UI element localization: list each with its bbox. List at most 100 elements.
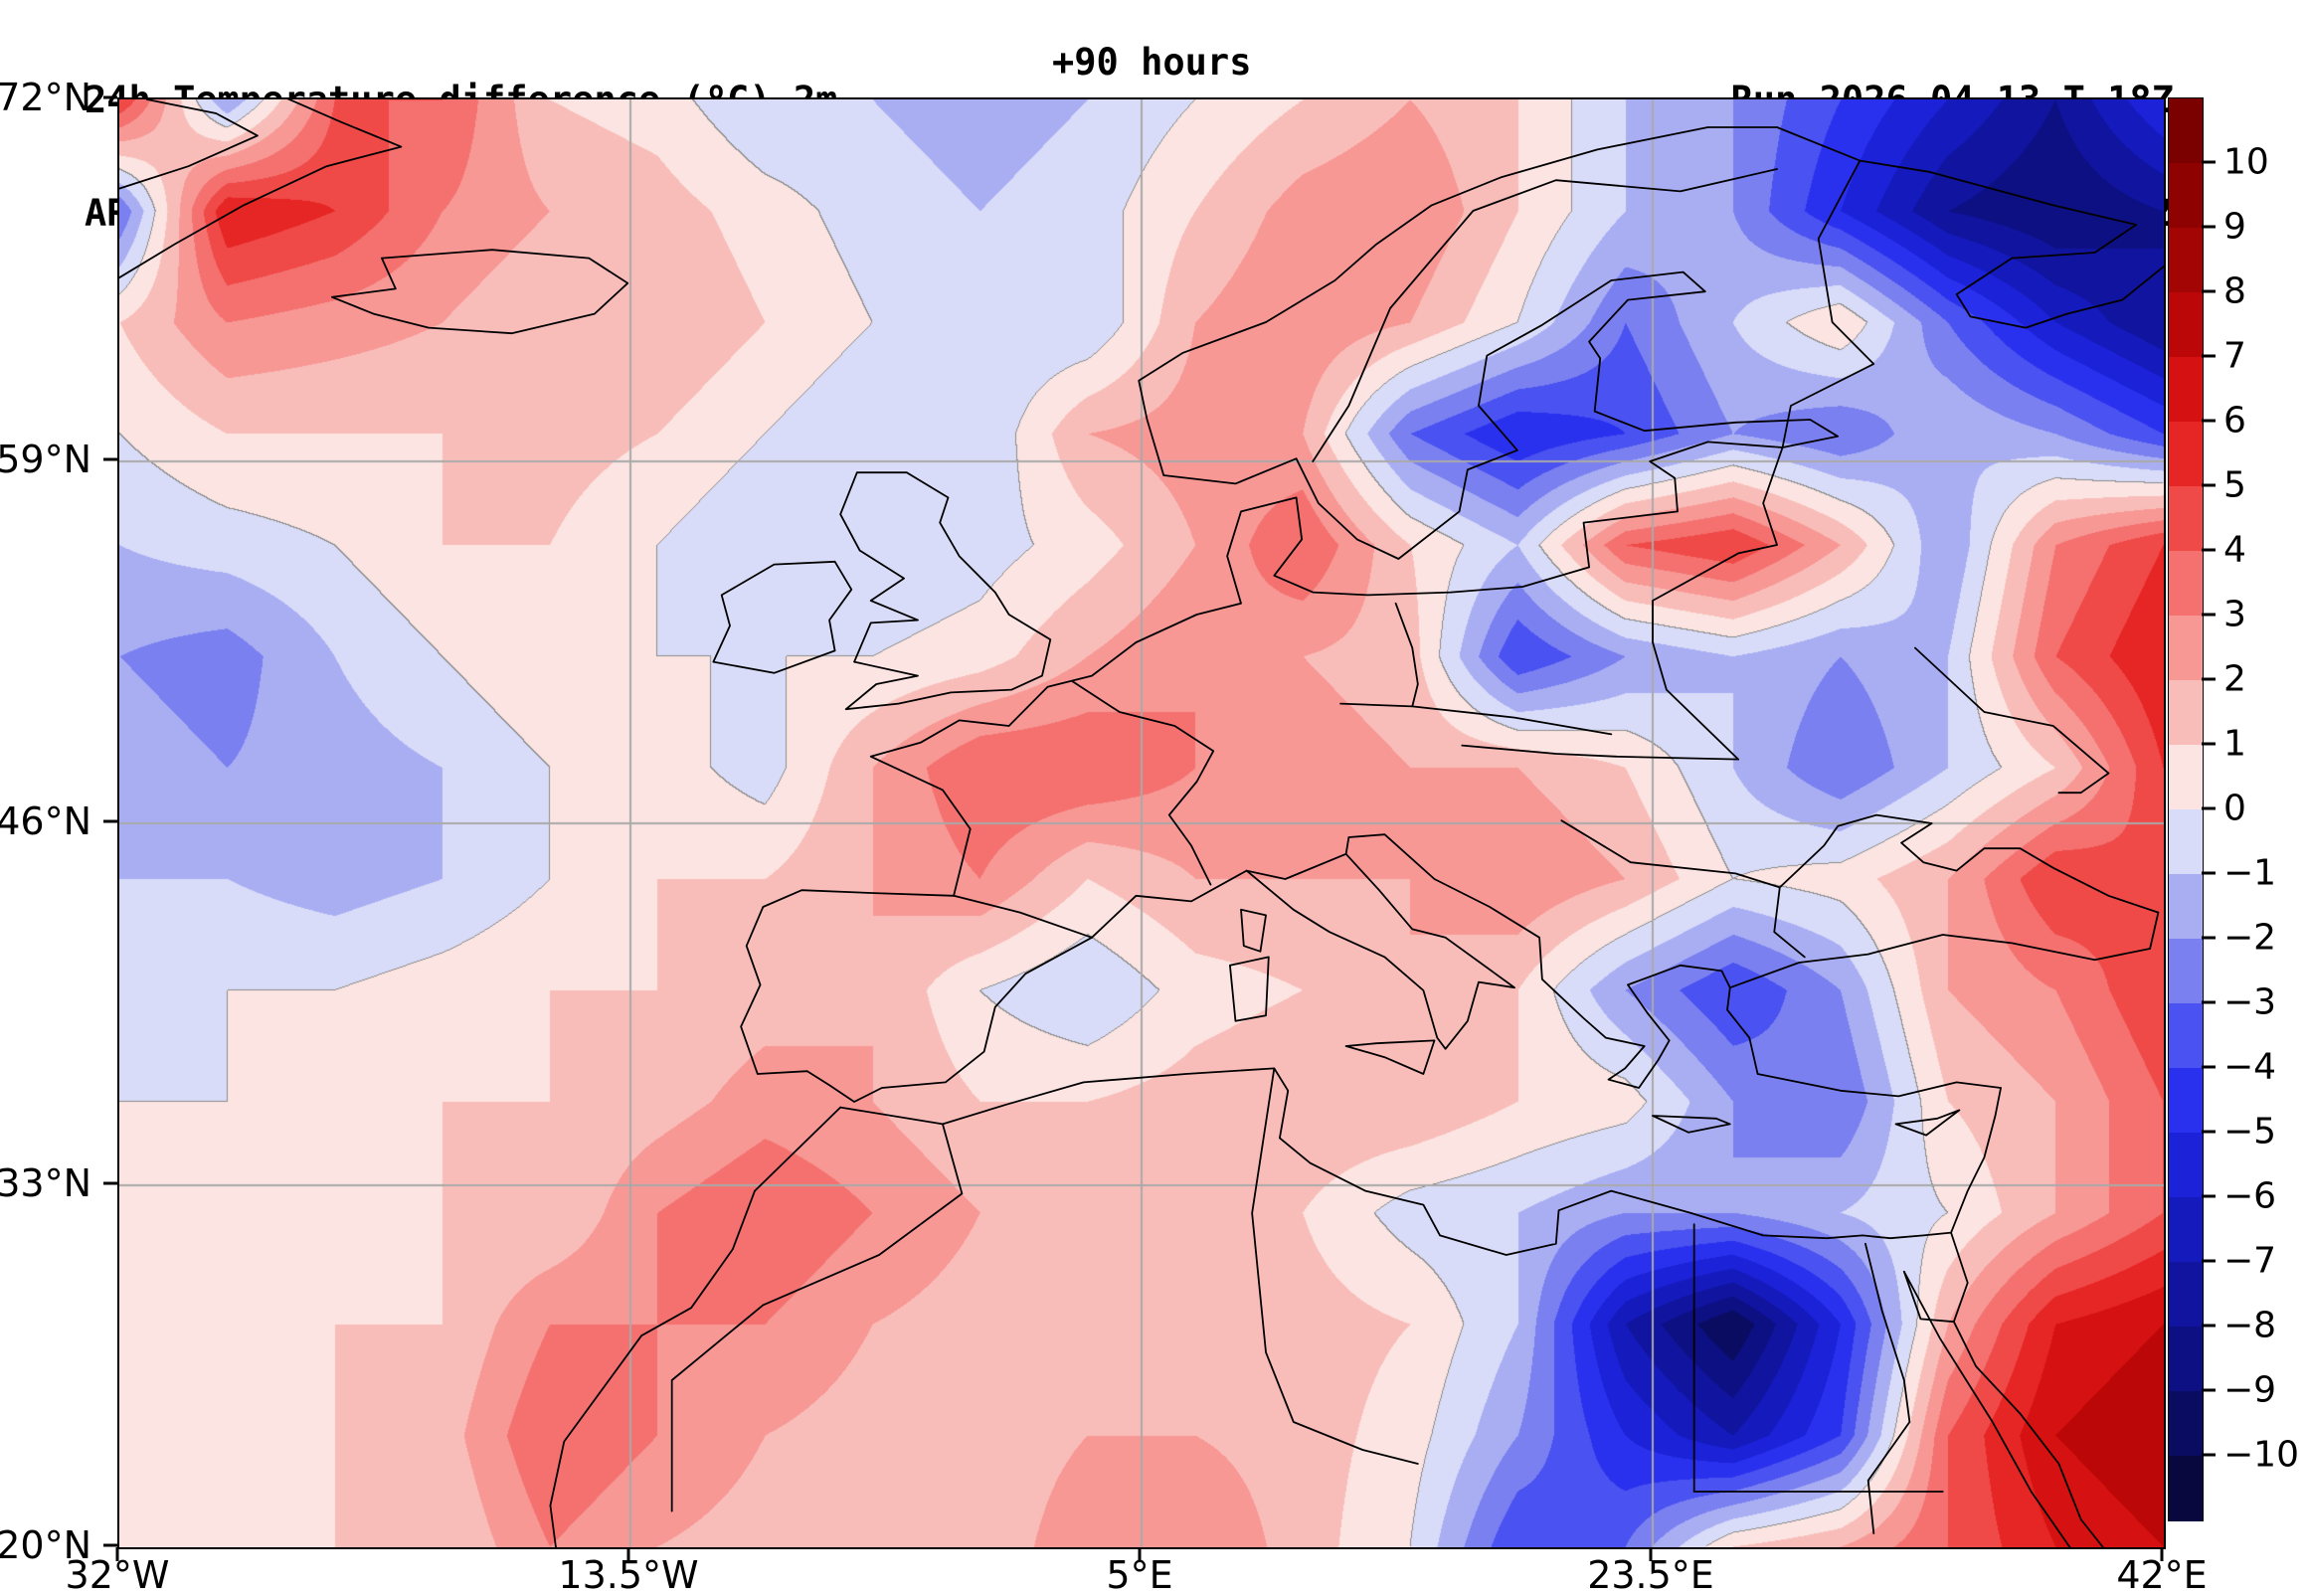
colorbar-tick-label: 1	[2223, 723, 2246, 765]
colorbar-tick-mark	[2202, 289, 2216, 293]
coastline-path	[1340, 604, 1611, 735]
coastline-path	[713, 562, 851, 673]
coastline-path	[871, 127, 2164, 896]
colorbar-tick-mark	[2202, 354, 2216, 358]
temperature-field-canvas	[119, 99, 2164, 1547]
coastline-path	[840, 472, 1050, 709]
colorbar-tick-label: −6	[2223, 1175, 2277, 1217]
coastline-path	[119, 99, 258, 189]
colorbar-segment	[2169, 1456, 2203, 1521]
colorbar-segment	[2169, 809, 2203, 875]
colorbar-tick-label: 7	[2223, 335, 2246, 377]
coastline-path	[119, 99, 401, 277]
colorbar	[2168, 97, 2204, 1521]
colorbar-tick-mark	[2202, 742, 2216, 746]
coastline-path	[1230, 957, 1269, 1020]
lon-tick-label: 13.5°W	[558, 1553, 699, 1596]
colorbar-segment	[2169, 1391, 2203, 1457]
lon-tick-label: 23.5°E	[1587, 1553, 1714, 1596]
colorbar-segment	[2169, 874, 2203, 940]
coastline-path	[1313, 169, 1777, 461]
colorbar-tick-label: −1	[2223, 852, 2277, 894]
colorbar-tick-label: −7	[2223, 1240, 2277, 1282]
coastline-path	[1073, 681, 1214, 884]
colorbar-tick-label: −9	[2223, 1369, 2277, 1411]
colorbar-tick-mark	[2202, 1000, 2216, 1004]
coastline-path	[1653, 1116, 1730, 1133]
lat-tick-mark	[103, 1543, 117, 1547]
colorbar-tick-mark	[2202, 1194, 2216, 1198]
coastline-path	[672, 1124, 963, 1510]
colorbar-tick-label: 9	[2223, 206, 2246, 248]
colorbar-tick-label: 2	[2223, 658, 2246, 700]
colorbar-tick-label: 4	[2223, 529, 2246, 571]
coastline-path	[1653, 447, 1783, 760]
colorbar-segment	[2169, 422, 2203, 487]
lat-tick-mark	[103, 95, 117, 99]
colorbar-tick-mark	[2202, 483, 2216, 487]
colorbar-tick-label: 5	[2223, 464, 2246, 506]
lat-tick-label: 59°N	[0, 438, 91, 481]
coastline-path	[1915, 648, 2108, 794]
coastline-path	[1462, 746, 1738, 760]
colorbar-segment	[2169, 1197, 2203, 1263]
colorbar-tick-mark	[2202, 871, 2216, 875]
coastline-path	[1252, 1068, 1418, 1464]
coastline-path	[1247, 854, 1515, 1049]
coastline-path	[1346, 1040, 1435, 1074]
colorbar-tick-label: −8	[2223, 1305, 2277, 1346]
colorbar-tick-mark	[2202, 1065, 2216, 1069]
colorbar-segment	[2169, 486, 2203, 552]
colorbar-segment	[2169, 551, 2203, 617]
colorbar-segment	[2169, 1133, 2203, 1198]
coastlines-overlay	[119, 99, 2164, 1547]
lon-tick-mark	[626, 1547, 630, 1561]
colorbar-tick-label: 6	[2223, 400, 2246, 442]
colorbar-tick-mark	[2202, 1130, 2216, 1134]
colorbar-tick-mark	[2202, 548, 2216, 552]
colorbar-segment	[2169, 616, 2203, 681]
colorbar-tick-mark	[2202, 1388, 2216, 1392]
colorbar-tick-label: 8	[2223, 270, 2246, 312]
coastline-path	[1561, 820, 1779, 887]
colorbar-segment	[2169, 292, 2203, 358]
colorbar-tick-label: −3	[2223, 981, 2277, 1023]
colorbar-segment	[2169, 163, 2203, 229]
lat-tick-label: 72°N	[0, 76, 91, 119]
colorbar-tick-label: 10	[2223, 141, 2269, 183]
colorbar-segment	[2169, 745, 2203, 810]
lon-tick-mark	[115, 1547, 119, 1561]
coastline-path	[840, 987, 2001, 1255]
colorbar-tick-mark	[2202, 419, 2216, 423]
colorbar-segment	[2169, 1068, 2203, 1134]
coastline-path	[1241, 910, 1266, 952]
lat-tick-label: 20°N	[0, 1523, 91, 1567]
coastline-path	[1865, 1244, 1909, 1533]
colorbar-tick-mark	[2202, 160, 2216, 164]
colorbar-tick-mark	[2202, 1324, 2216, 1328]
colorbar-tick-mark	[2202, 1453, 2216, 1457]
lon-tick-label: 32°W	[65, 1553, 170, 1596]
colorbar-segment	[2169, 680, 2203, 746]
coastline-path	[1895, 1110, 1959, 1135]
colorbar-tick-label: −10	[2223, 1434, 2299, 1476]
colorbar-segment	[2169, 228, 2203, 293]
coastline-path	[1783, 161, 1874, 447]
lat-tick-mark	[103, 1181, 117, 1185]
colorbar-tick-label: −2	[2223, 917, 2277, 959]
colorbar-segment	[2169, 98, 2203, 164]
colorbar-segment	[2169, 1003, 2203, 1069]
colorbar-tick-mark	[2202, 1259, 2216, 1263]
lon-tick-mark	[2160, 1547, 2164, 1561]
lat-tick-label: 46°N	[0, 799, 91, 843]
colorbar-tick-mark	[2202, 936, 2216, 940]
lon-tick-label: 42°E	[2116, 1553, 2208, 1596]
lon-tick-label: 5°E	[1106, 1553, 1173, 1596]
coastline-path	[1904, 1233, 1968, 1323]
coastline-path	[1092, 815, 2158, 1088]
colorbar-tick-label: −4	[2223, 1046, 2277, 1088]
coastline-path	[332, 250, 627, 333]
colorbar-tick-label: −5	[2223, 1111, 2277, 1153]
lead-time-label: +90 hours	[1052, 41, 1252, 84]
